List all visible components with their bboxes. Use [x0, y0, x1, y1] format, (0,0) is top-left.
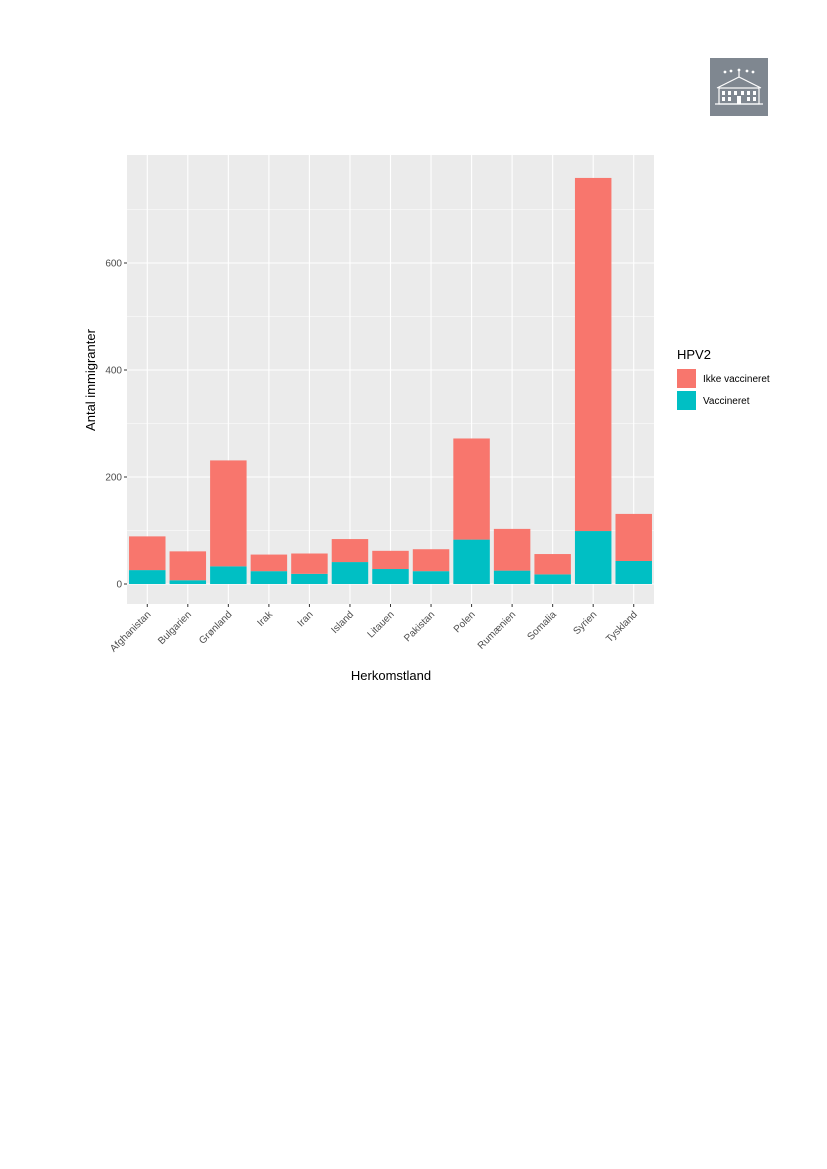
x-tick-label-pakistan: Pakistan [402, 609, 437, 644]
bar-vaccineret-bulgarien [169, 580, 207, 584]
bar-ikke-vaccineret-somalia [534, 554, 571, 575]
legend-title: HPV2 [677, 347, 711, 362]
bar-vaccineret-afghanistan [129, 570, 166, 584]
bar-vaccineret-island [331, 562, 369, 584]
x-tick-label-irak: Irak [255, 609, 275, 629]
legend-label-ikke-vaccineret: Ikke vaccineret [703, 374, 770, 385]
bar-vaccineret-iran [291, 573, 328, 584]
bar-ikke-vaccineret-irak [250, 554, 288, 572]
y-axis-title: Antal immigranter [83, 328, 98, 431]
bar-vaccineret-syrien [574, 531, 612, 584]
bar-ikke-vaccineret-grønland [210, 460, 247, 567]
bar-vaccineret-tyskland [615, 560, 652, 584]
y-axis: 0 200 400 600 [105, 259, 127, 591]
x-tick-label-tyskland: Tyskland [604, 609, 640, 645]
y-tick-label: 400 [105, 366, 122, 377]
bar-ikke-vaccineret-afghanistan [129, 536, 166, 571]
x-tick-label-island: Island [329, 609, 356, 636]
x-tick-label-bulgarien: Bulgarien [156, 609, 194, 647]
bar-ikke-vaccineret-polen [453, 438, 490, 540]
bar-vaccineret-polen [453, 539, 490, 584]
bar-vaccineret-rumænien [493, 570, 531, 584]
x-tick-label-grønland: Grønland [197, 609, 234, 646]
bar-ikke-vaccineret-bulgarien [169, 551, 207, 581]
x-tick-label-afghanistan: Afghanistan [108, 609, 153, 654]
x-tick-label-somalia: Somalia [525, 609, 559, 643]
stacked-bar-chart: 0 200 400 600 Afghanistan Bulgarien Grønland I… [83, 155, 770, 683]
bar-vaccineret-somalia [534, 574, 571, 584]
bar-ikke-vaccineret-island [331, 539, 369, 563]
x-axis-title: Herkomstland [351, 668, 431, 683]
bar-ikke-vaccineret-litauen [372, 550, 409, 570]
bar-vaccineret-irak [250, 571, 288, 584]
x-tick-label-polen: Polen [452, 609, 478, 635]
building-logo-icon [710, 58, 768, 116]
legend-label-vaccineret: Vaccineret [703, 396, 750, 407]
bar-vaccineret-litauen [372, 569, 409, 584]
x-tick-label-iran: Iran [296, 609, 316, 629]
bar-ikke-vaccineret-iran [291, 553, 328, 574]
bars [129, 177, 652, 584]
grid-lines [127, 155, 654, 604]
bar-ikke-vaccineret-tyskland [615, 513, 652, 561]
legend: HPV2 Ikke vaccineret Vaccineret [677, 347, 770, 410]
bar-ikke-vaccineret-pakistan [412, 549, 450, 572]
x-tick-label-rumænien: Rumænien [476, 609, 518, 651]
bar-ikke-vaccineret-rumænien [493, 528, 531, 571]
legend-key-vaccineret [677, 391, 696, 410]
y-tick-label: 200 [105, 473, 122, 484]
y-tick-label: 600 [105, 259, 122, 270]
x-axis: Afghanistan Bulgarien Grønland Irak Iran Isla… [108, 604, 640, 654]
x-tick-label-syrien: Syrien [571, 609, 599, 637]
x-tick-label-litauen: Litauen [366, 609, 397, 640]
bar-vaccineret-grønland [210, 566, 247, 584]
bar-ikke-vaccineret-syrien [574, 177, 612, 532]
legend-key-ikke-vaccineret [677, 369, 696, 388]
y-tick-label: 0 [116, 580, 122, 591]
bar-vaccineret-pakistan [412, 571, 450, 584]
